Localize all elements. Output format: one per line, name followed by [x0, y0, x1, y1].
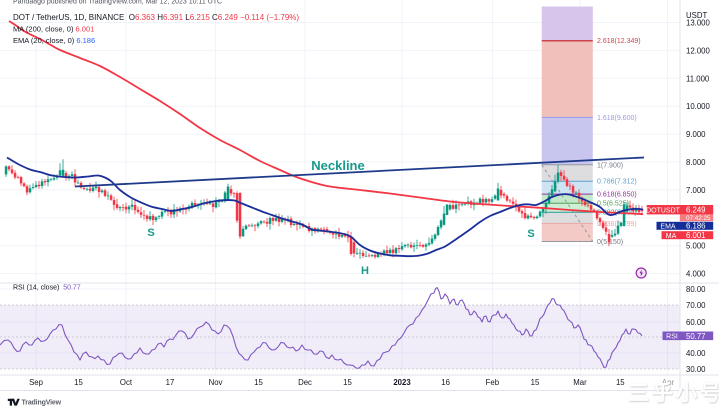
- svg-text:Oct: Oct: [120, 378, 133, 387]
- svg-text:15: 15: [343, 378, 352, 387]
- svg-text:RSI (14, close) 50.77: RSI (14, close) 50.77: [13, 285, 81, 292]
- svg-text:0.236(5.799): 0.236(5.799): [597, 221, 637, 228]
- svg-text:8.000: 8.000: [686, 158, 706, 167]
- svg-text:16: 16: [441, 378, 450, 387]
- svg-text:0.618(6.850): 0.618(6.850): [597, 192, 637, 199]
- svg-text:60.00: 60.00: [686, 318, 706, 327]
- svg-text:15: 15: [616, 378, 625, 387]
- svg-text:15: 15: [254, 378, 263, 387]
- svg-text:7.000: 7.000: [686, 186, 706, 195]
- svg-text:30.00: 30.00: [686, 365, 706, 374]
- svg-text:5.000: 5.000: [686, 242, 706, 251]
- svg-text:12.000: 12.000: [686, 46, 711, 55]
- svg-text:6.001: 6.001: [686, 231, 706, 240]
- svg-text:17: 17: [166, 378, 175, 387]
- svg-text:9.000: 9.000: [686, 130, 706, 139]
- svg-text:EMA (20, close, 0) 6.186: EMA (20, close, 0) 6.186: [13, 36, 95, 45]
- svg-text:Apr: Apr: [662, 378, 675, 387]
- svg-text:0.5(6.525): 0.5(6.525): [597, 201, 629, 208]
- svg-text:DOT / TetherUS, 1D, BINANCE O: DOT / TetherUS, 1D, BINANCE O6.363 H6.39…: [13, 13, 299, 22]
- svg-text:6.186: 6.186: [686, 222, 706, 231]
- svg-text:11.000: 11.000: [686, 74, 710, 83]
- svg-text:07:42:25: 07:42:25: [686, 215, 711, 222]
- svg-text:S: S: [527, 228, 534, 240]
- svg-text:Mar: Mar: [573, 378, 587, 387]
- svg-text:1(7.900): 1(7.900): [597, 162, 623, 169]
- svg-text:10.000: 10.000: [686, 102, 711, 111]
- svg-text:Sep: Sep: [29, 378, 44, 387]
- svg-text:4.000: 4.000: [686, 270, 706, 279]
- svg-text:H: H: [361, 265, 369, 277]
- svg-text:三乎小号: 三乎小号: [628, 382, 719, 405]
- svg-text:15: 15: [74, 378, 83, 387]
- svg-text:50.77: 50.77: [686, 332, 706, 341]
- svg-text:MA (200, close, 0) 6.001: MA (200, close, 0) 6.001: [13, 25, 94, 34]
- svg-text:1.618(9.600): 1.618(9.600): [597, 115, 637, 122]
- svg-text:70.00: 70.00: [686, 301, 706, 310]
- svg-text:6.249: 6.249: [686, 206, 706, 215]
- svg-text:2.618(12.349): 2.618(12.349): [597, 38, 641, 45]
- svg-text:40.00: 40.00: [686, 349, 706, 358]
- svg-text:0(5.150): 0(5.150): [597, 239, 623, 246]
- svg-text:Neckline: Neckline: [311, 158, 364, 173]
- svg-text:RSI: RSI: [666, 334, 678, 341]
- svg-text:Panda8go published on TradingV: Panda8go published on TradingView.com, M…: [13, 0, 222, 6]
- svg-text:2023: 2023: [393, 378, 411, 387]
- svg-text:15: 15: [531, 378, 540, 387]
- svg-text:MA: MA: [666, 233, 677, 240]
- svg-text:USDT: USDT: [686, 11, 707, 20]
- svg-text:13.000: 13.000: [686, 19, 711, 28]
- svg-text:DOTUSDT: DOTUSDT: [646, 207, 681, 214]
- svg-text:TradingView: TradingView: [22, 399, 62, 406]
- svg-text:80.00: 80.00: [686, 285, 706, 294]
- svg-text:0.786(7.312): 0.786(7.312): [597, 179, 637, 186]
- svg-text:Feb: Feb: [486, 378, 500, 387]
- svg-text:Dec: Dec: [298, 378, 312, 387]
- svg-text:S: S: [147, 227, 154, 239]
- svg-text:Nov: Nov: [209, 378, 223, 387]
- svg-text:EMA: EMA: [660, 224, 676, 231]
